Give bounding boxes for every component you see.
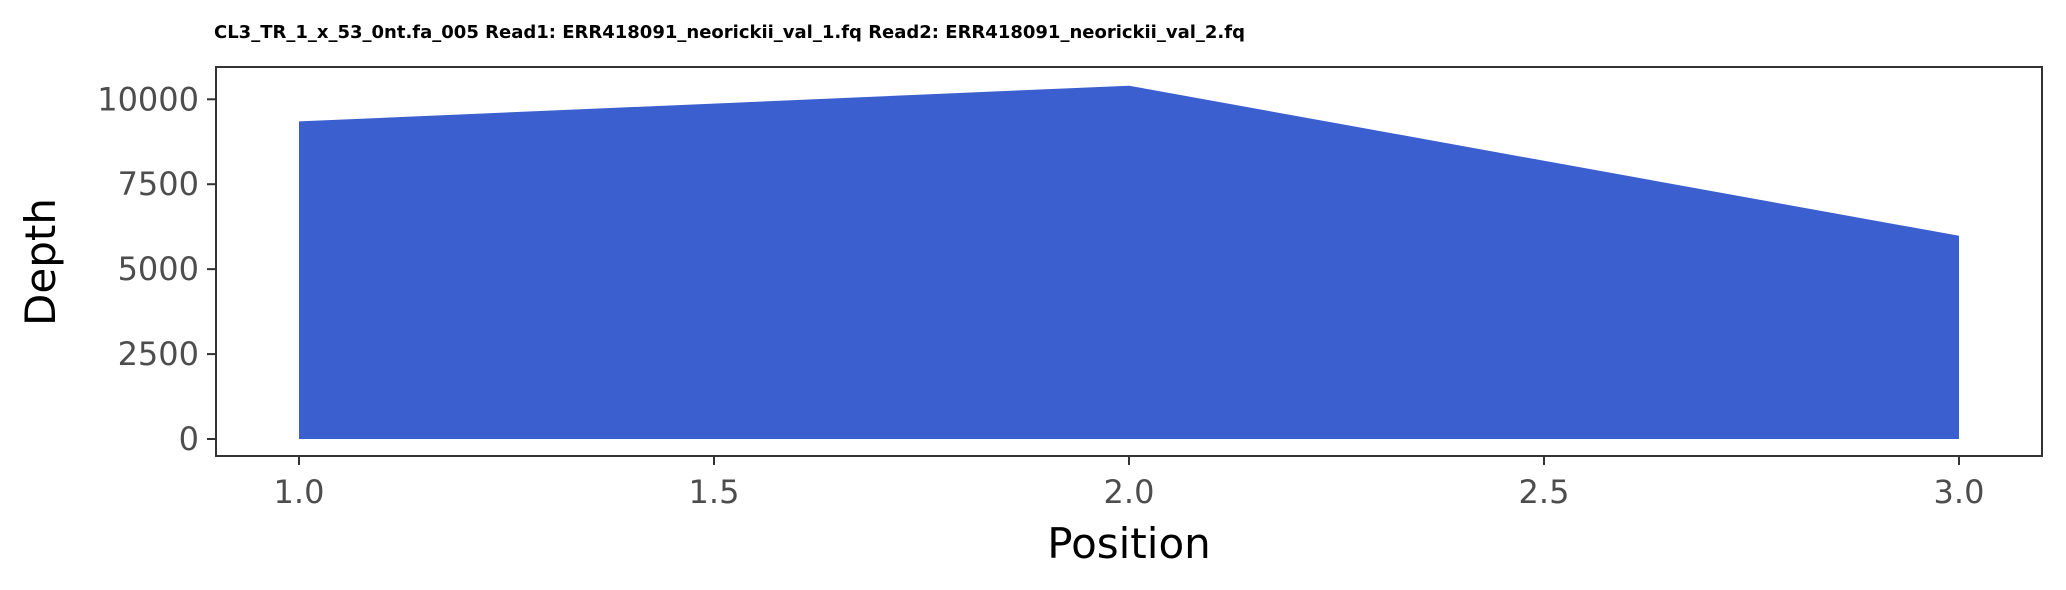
depth-area-series-0: [299, 85, 1959, 439]
x-tick-label: 2.0: [1104, 473, 1155, 511]
y-axis-title: Depth: [16, 198, 65, 326]
x-tick-label: 2.5: [1519, 473, 1570, 511]
plot-panel: [299, 85, 1959, 439]
y-tick-label: 7500: [118, 165, 199, 203]
y-tick-label: 5000: [118, 250, 199, 288]
chart-title: CL3_TR_1_x_53_0nt.fa_005 Read1: ERR41809…: [214, 22, 1245, 43]
x-tick-label: 3.0: [1934, 473, 1985, 511]
x-tick-label: 1.5: [689, 473, 740, 511]
y-axis: 0 2500 5000 7500 10000: [97, 80, 216, 458]
x-tick-label: 1.0: [274, 473, 325, 511]
x-axis: 1.0 1.5 2.0 2.5 3.0: [274, 456, 1985, 511]
x-axis-title: Position: [1047, 519, 1211, 568]
y-tick-label: 10000: [97, 80, 199, 118]
y-tick-label: 2500: [118, 335, 199, 373]
y-tick-label: 0: [179, 420, 199, 458]
